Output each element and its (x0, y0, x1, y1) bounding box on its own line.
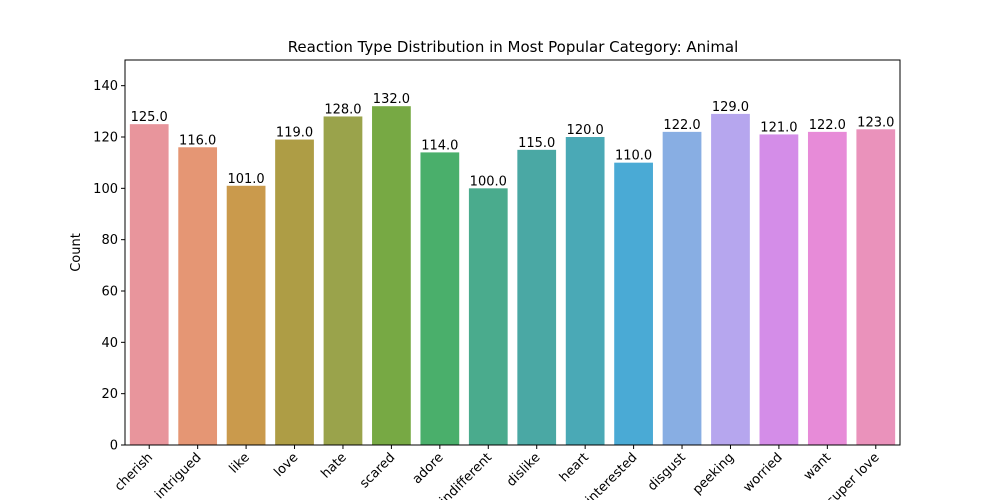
y-axis: 0 20 40 60 80 100 120 140 (93, 79, 125, 454)
x-tick-label: love (271, 450, 301, 480)
bar-disgust (662, 131, 702, 445)
y-tick-label: 0 (110, 439, 118, 454)
value-label: 129.0 (712, 100, 749, 115)
x-tick-label: peeking (690, 450, 737, 497)
value-label: 121.0 (760, 120, 797, 135)
x-tick-label: super love (824, 450, 883, 500)
value-label: 100.0 (470, 174, 507, 189)
chart-title: Reaction Type Distribution in Most Popul… (288, 38, 739, 56)
bar-like (226, 185, 266, 445)
bar-intrigued (178, 147, 218, 445)
bar-hate (323, 116, 363, 445)
y-tick-label: 100 (93, 182, 118, 197)
bar-indifferent (468, 188, 508, 446)
value-label: 116.0 (179, 133, 216, 148)
y-axis-label: Count (69, 233, 84, 272)
value-label: 122.0 (663, 118, 700, 133)
value-label: 120.0 (567, 123, 604, 138)
y-tick-label: 140 (93, 79, 118, 94)
value-label: 101.0 (227, 172, 264, 187)
bar-love (275, 139, 314, 446)
bar-heart (565, 137, 605, 445)
x-tick-label: heart (557, 450, 592, 485)
x-tick-label: cherish (112, 450, 156, 494)
x-tick-label: worried (741, 450, 786, 495)
bar-interested (614, 162, 653, 445)
bars-group (129, 106, 896, 446)
bar-super-love (856, 129, 896, 446)
plot-frame (124, 59, 901, 446)
x-tick-label: scared (357, 450, 398, 491)
value-label: 119.0 (276, 126, 313, 141)
x-tick-label: want (801, 450, 834, 483)
bar-scared (372, 106, 411, 445)
value-label: 128.0 (324, 102, 361, 117)
x-tick-label: dislike (504, 450, 544, 490)
x-tick-label: disgust (645, 450, 689, 494)
x-tick-label: interested (583, 450, 640, 500)
bar-want (807, 131, 847, 445)
value-label: 110.0 (615, 149, 652, 164)
y-tick-label: 20 (101, 387, 118, 402)
value-label: 122.0 (809, 118, 846, 133)
x-tick-label: adore (410, 450, 447, 487)
bar-worried (759, 134, 799, 445)
y-tick-label: 40 (101, 336, 118, 351)
value-label: 132.0 (373, 92, 410, 107)
value-label: 115.0 (518, 136, 555, 151)
bar-peeking (711, 113, 750, 446)
value-label: 125.0 (131, 110, 168, 125)
y-tick-label: 80 (101, 233, 118, 248)
x-tick-label: like (227, 450, 253, 476)
x-tick-label: intrigued (152, 450, 204, 500)
y-tick-label: 120 (93, 131, 118, 146)
bar-cherish (129, 124, 169, 446)
value-labels-group: 125.0 116.0 101.0 119.0 128.0 132.0 114.0 100.0… (131, 92, 895, 189)
value-label: 123.0 (857, 115, 894, 130)
y-tick-label: 60 (101, 285, 118, 300)
x-tick-label: indifferent (437, 450, 495, 500)
bar-adore (420, 152, 460, 445)
bar-dislike (517, 149, 557, 446)
value-label: 114.0 (421, 138, 458, 153)
x-tick-label: hate (318, 450, 349, 481)
